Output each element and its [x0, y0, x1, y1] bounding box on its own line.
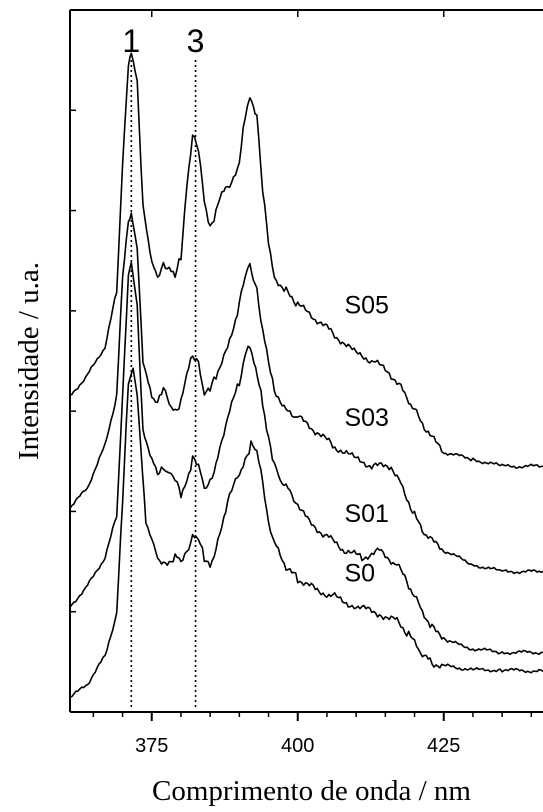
- y-axis-title: Intensidade / u.a.: [13, 262, 45, 460]
- x-tick-label: 375: [135, 735, 168, 757]
- series-line-s0: [69, 367, 543, 698]
- series-label-s05: S05: [344, 292, 388, 320]
- peak-label: 1: [122, 23, 140, 59]
- series-label-s0: S0: [344, 559, 375, 587]
- series-label-s01: S01: [344, 500, 388, 528]
- series-layer: [69, 52, 543, 698]
- x-tick-label: 400: [281, 735, 314, 757]
- series-line-s05: [69, 52, 543, 469]
- x-axis-title: Comprimento de onda / nm: [152, 775, 471, 807]
- labels-layer: 1 3 S0 S01 S03 S05: [122, 23, 389, 587]
- series-line-s01: [69, 261, 543, 656]
- series-label-s03: S03: [344, 404, 388, 432]
- x-tick-label: 425: [427, 735, 460, 757]
- peak-label: 3: [187, 23, 205, 59]
- axes-layer: 375 400 425: [69, 9, 543, 757]
- series-line-s03: [69, 212, 543, 575]
